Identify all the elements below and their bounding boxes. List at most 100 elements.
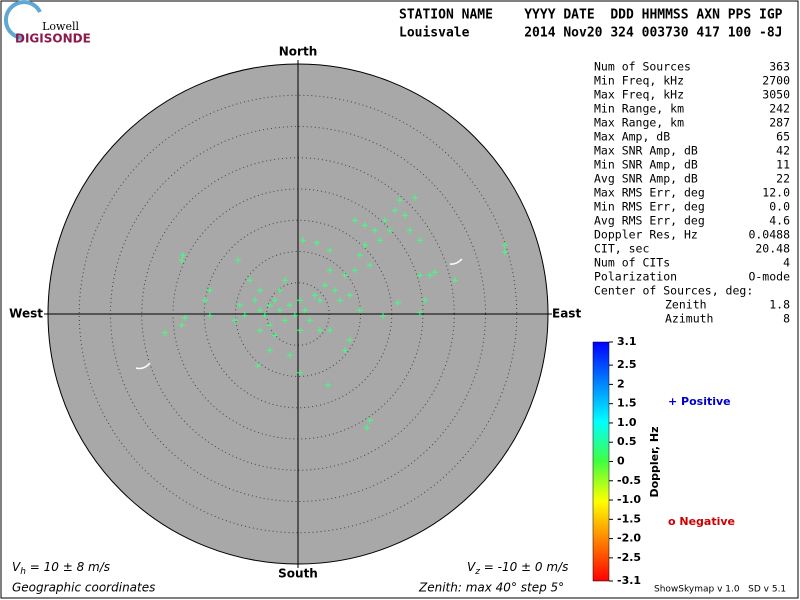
source-point	[326, 247, 333, 254]
source-point	[325, 382, 331, 389]
source-point	[386, 227, 393, 234]
stat-value: O-mode	[748, 270, 790, 284]
stat-label: Min Range, km	[594, 102, 684, 116]
vz-sub: z	[474, 567, 480, 577]
colorbar-tick-label: 0.5	[617, 435, 637, 448]
source-point	[266, 322, 273, 329]
direction-label: East	[552, 307, 581, 321]
source-point	[371, 227, 378, 234]
stat-label: Doppler Res, Hz	[594, 228, 698, 242]
logo-bottom: DIGISONDE	[15, 32, 91, 46]
source-point	[296, 297, 303, 304]
source-point	[180, 252, 186, 259]
stat-label: Avg RMS Err, deg	[594, 214, 705, 228]
source-point	[256, 307, 263, 314]
coords-note: Geographic coordinates	[12, 581, 155, 595]
source-point	[391, 207, 398, 214]
colorbar	[592, 341, 610, 582]
vh: Vh = 10 ± 8 m/s	[12, 560, 110, 577]
source-point	[395, 299, 401, 306]
source-point	[235, 257, 241, 264]
colorbar-tick-label: 1.5	[617, 397, 637, 410]
stat-value: 4.6	[769, 214, 790, 228]
source-point	[178, 322, 185, 329]
colorbar-tick-label: -1.0	[617, 493, 641, 506]
source-point	[231, 317, 238, 324]
source-point	[426, 272, 433, 279]
source-point	[396, 197, 403, 204]
stat-value: 22	[776, 172, 790, 186]
vz-symbol: V	[467, 560, 476, 574]
header-line: STATION NAME YYYY DATE DDD HHMMSS AXN PP…	[399, 8, 783, 23]
stat-label: Min Freq, kHz	[594, 74, 684, 88]
colorbar-tick-label: 3.1	[617, 335, 637, 348]
source-point	[376, 237, 383, 244]
source-point	[321, 282, 328, 289]
source-point	[271, 297, 278, 304]
vh-symbol: V	[12, 560, 21, 574]
source-point	[276, 287, 283, 294]
vz-text: = -10 ± 0 m/s	[480, 560, 568, 574]
version: ShowSkymap v 1.0 SD v 5.1	[654, 585, 786, 595]
source-point	[266, 302, 273, 309]
stat-label: Center of Sources, deg:	[594, 284, 753, 298]
source-point	[261, 312, 268, 319]
source-point	[351, 217, 358, 224]
source-point	[361, 242, 368, 249]
source-point	[341, 347, 348, 354]
stat-label: Polarization	[594, 270, 677, 284]
stat-value: 20.48	[755, 242, 790, 256]
source-point	[301, 307, 308, 314]
source-point	[286, 302, 293, 309]
direction-label: West	[9, 307, 43, 321]
colorbar-tick-label: -1.5	[617, 512, 641, 525]
source-point	[341, 272, 348, 279]
source-point	[351, 267, 358, 274]
source-point	[313, 239, 320, 246]
source-point	[181, 314, 188, 321]
source-point	[178, 257, 185, 264]
source-point	[291, 312, 298, 319]
colorbar-tick-label: 2.5	[617, 358, 637, 371]
legend-negative: o Negative	[668, 515, 735, 528]
source-point	[363, 424, 370, 431]
source-point	[346, 292, 353, 299]
stat-label: Max Range, km	[594, 116, 684, 130]
source-point	[276, 307, 283, 314]
direction-label: South	[278, 567, 318, 581]
colorbar-tick-label: 1.0	[617, 416, 637, 429]
colorbar-label: Doppler, Hz	[648, 426, 661, 497]
source-point	[326, 327, 333, 334]
source-point	[316, 297, 323, 304]
source-point	[256, 327, 263, 334]
source-point	[241, 312, 248, 319]
stat-value: 65	[776, 130, 790, 144]
stat-value: 12.0	[762, 186, 790, 200]
source-point	[416, 309, 423, 316]
source-point	[201, 297, 208, 304]
source-point	[356, 307, 363, 314]
colorbar-tick-label: 0	[617, 455, 625, 468]
stat-label: Min RMS Err, deg	[594, 200, 705, 214]
source-point	[251, 297, 258, 304]
stat-label: Num of CITs	[594, 256, 670, 270]
stat-value: 3050	[762, 88, 790, 102]
source-point	[406, 227, 413, 234]
stat-label: Min SNR Amp, dB	[594, 158, 698, 172]
colorbar-tick-label: -2.5	[617, 551, 641, 564]
source-point	[281, 317, 288, 324]
stat-value: 287	[769, 116, 790, 130]
source-point	[161, 329, 168, 336]
vz: Vz = -10 ± 0 m/s	[467, 560, 568, 577]
colorbar-tick-label: -2.0	[617, 532, 641, 545]
stat-label: Max SNR Amp, dB	[594, 144, 698, 158]
source-point	[300, 237, 306, 244]
source-point	[431, 269, 438, 276]
stat-value: 42	[776, 144, 790, 158]
logo-arc	[3, 0, 42, 40]
logo-top: Lowell	[42, 20, 79, 33]
stat-value: 4	[783, 256, 790, 270]
stat-value: 8	[783, 312, 790, 326]
